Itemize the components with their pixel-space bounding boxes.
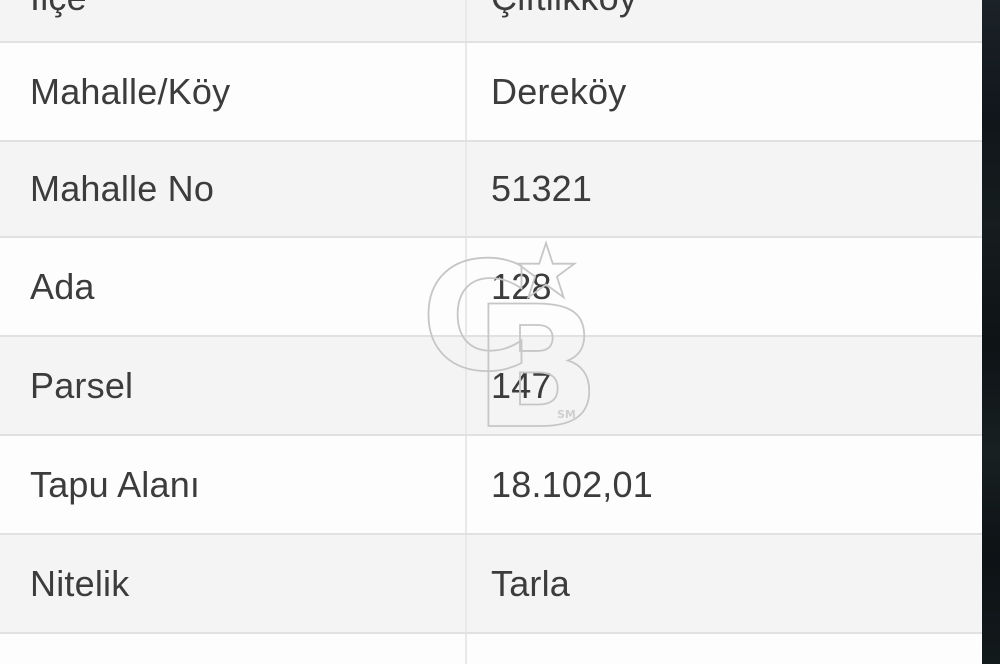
row-label-cell: Mahalle/Köy	[0, 43, 467, 140]
row-value-cell: 51321	[467, 142, 982, 236]
row-label-cell: İlçe	[0, 0, 467, 41]
table-row-tapu-alani: Tapu Alanı 18.102,01	[0, 436, 982, 535]
table-row-nitelik: Nitelik Tarla	[0, 535, 982, 634]
photo-background-strip	[982, 0, 1000, 664]
row-label-cell: Nitelik	[0, 535, 467, 632]
row-label-cell: Tapu Alanı	[0, 436, 467, 533]
row-value-cell: Dereköy	[467, 43, 982, 140]
table-row-parsel: Parsel 147	[0, 337, 982, 436]
row-label-cell: Mahalle No	[0, 142, 467, 236]
row-value: 18.102,01	[491, 463, 653, 505]
row-label: Ada	[30, 265, 95, 307]
row-label: İlçe	[30, 0, 87, 18]
row-value: 128	[491, 265, 552, 307]
table-row-ada: Ada 128	[0, 238, 982, 337]
table-row-clipped	[0, 634, 982, 664]
row-label-cell: Ada	[0, 238, 467, 335]
row-value: 51321	[491, 168, 593, 209]
row-value-cell: 18.102,01	[467, 436, 982, 533]
row-value: Çiftlikköy	[491, 0, 637, 18]
row-value-cell: Çiftlikköy	[467, 0, 982, 41]
row-value-cell: 128	[467, 238, 982, 335]
row-value: Dereköy	[491, 70, 627, 112]
row-label: Nitelik	[30, 562, 130, 604]
row-value: Tarla	[491, 562, 571, 604]
table-row-ilce: İlçe Çiftlikköy	[0, 0, 982, 43]
row-value-cell: Tarla	[467, 535, 982, 632]
row-label: Tapu Alanı	[30, 463, 201, 505]
row-label: Mahalle/Köy	[30, 70, 231, 112]
row-label-cell	[0, 634, 467, 664]
table-row-mahalle-koy: Mahalle/Köy Dereköy	[0, 43, 982, 142]
row-value-cell: 147	[467, 337, 982, 434]
row-value: 147	[491, 364, 552, 406]
table-row-mahalle-no: Mahalle No 51321	[0, 142, 982, 238]
row-label: Mahalle No	[30, 168, 215, 209]
row-label: Parsel	[30, 364, 134, 406]
row-value-cell	[467, 634, 982, 664]
row-label-cell: Parsel	[0, 337, 467, 434]
